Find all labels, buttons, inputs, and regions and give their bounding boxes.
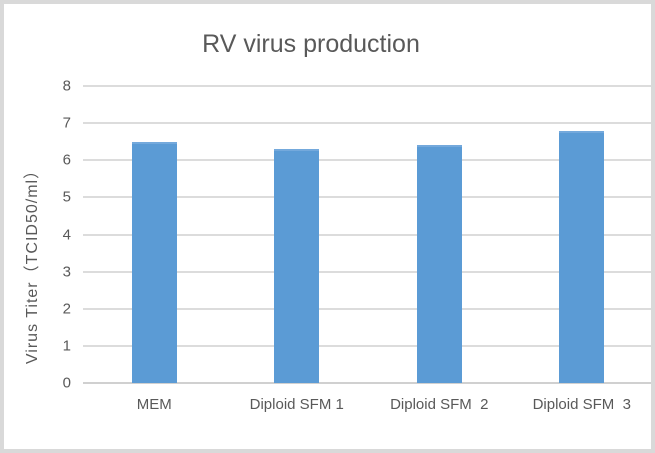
bar-mem (131, 141, 177, 383)
gridline-7 (83, 122, 651, 125)
plot-area (83, 85, 651, 384)
y-tick-label-2: 2 (62, 300, 71, 318)
y-tick-label-7: 7 (62, 114, 71, 132)
y-axis-ticks: 0 1 2 3 4 5 6 7 8 (29, 78, 71, 392)
y-tick-label-6: 6 (62, 151, 71, 169)
x-axis-label-diploid-sfm-2: Diploid SFM 2 (390, 396, 489, 413)
x-axis-label-diploid-sfm-3: Diploid SFM 3 (532, 396, 631, 413)
y-tick-label-5: 5 (62, 188, 71, 206)
bar-diploid-sfm-2 (416, 145, 462, 383)
gridline-2 (83, 307, 651, 310)
y-tick-label-1: 1 (62, 337, 71, 355)
x-axis-label-mem: MEM (136, 396, 172, 413)
gridline-5 (83, 196, 651, 199)
y-tick-label-8: 8 (62, 77, 71, 95)
y-tick-label-4: 4 (62, 226, 71, 243)
gridline-8 (83, 85, 651, 87)
x-axis-labels: MEM Diploid SFM 1 Diploid SFM 2 Diploid SFM… (83, 396, 651, 418)
gridline-3 (83, 270, 651, 273)
gridline-1 (83, 344, 651, 347)
y-tick-label-0: 0 (62, 374, 71, 392)
y-tick-label-3: 3 (62, 263, 71, 281)
x-axis-label-diploid-sfm-1: Diploid SFM 1 (249, 396, 344, 413)
bar-diploid-sfm-3 (559, 130, 605, 383)
x-axis-line (83, 382, 651, 384)
gridline-6 (83, 159, 651, 162)
gridline-4 (83, 233, 651, 236)
bar-diploid-sfm-1 (274, 149, 320, 383)
chart-title: RV virus production (202, 30, 420, 58)
